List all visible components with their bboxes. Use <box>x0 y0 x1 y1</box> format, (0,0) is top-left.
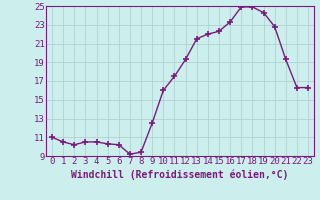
X-axis label: Windchill (Refroidissement éolien,°C): Windchill (Refroidissement éolien,°C) <box>71 169 289 180</box>
